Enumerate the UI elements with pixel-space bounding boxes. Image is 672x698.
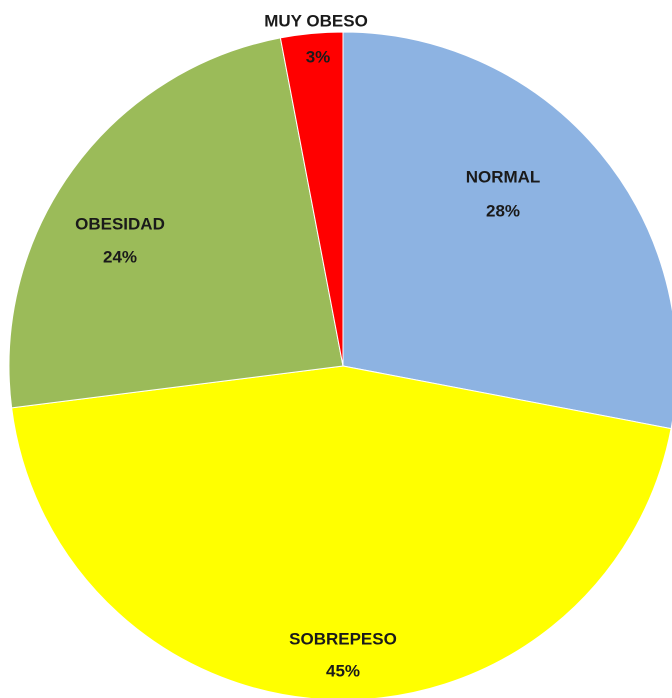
slice-label: MUY OBESO xyxy=(264,11,368,30)
slice-label: SOBREPESO xyxy=(289,629,397,648)
pie-slice xyxy=(8,37,344,409)
pie-slice xyxy=(279,31,344,367)
value-label: 24% xyxy=(103,247,137,266)
pie-slice xyxy=(11,365,672,698)
pie-slice xyxy=(342,31,672,430)
value-label: 28% xyxy=(486,201,520,220)
slice-label: NORMAL xyxy=(466,167,541,186)
slice-label: OBESIDAD xyxy=(75,214,165,233)
value-label: 45% xyxy=(326,661,360,680)
value-label: 3% xyxy=(306,47,331,66)
